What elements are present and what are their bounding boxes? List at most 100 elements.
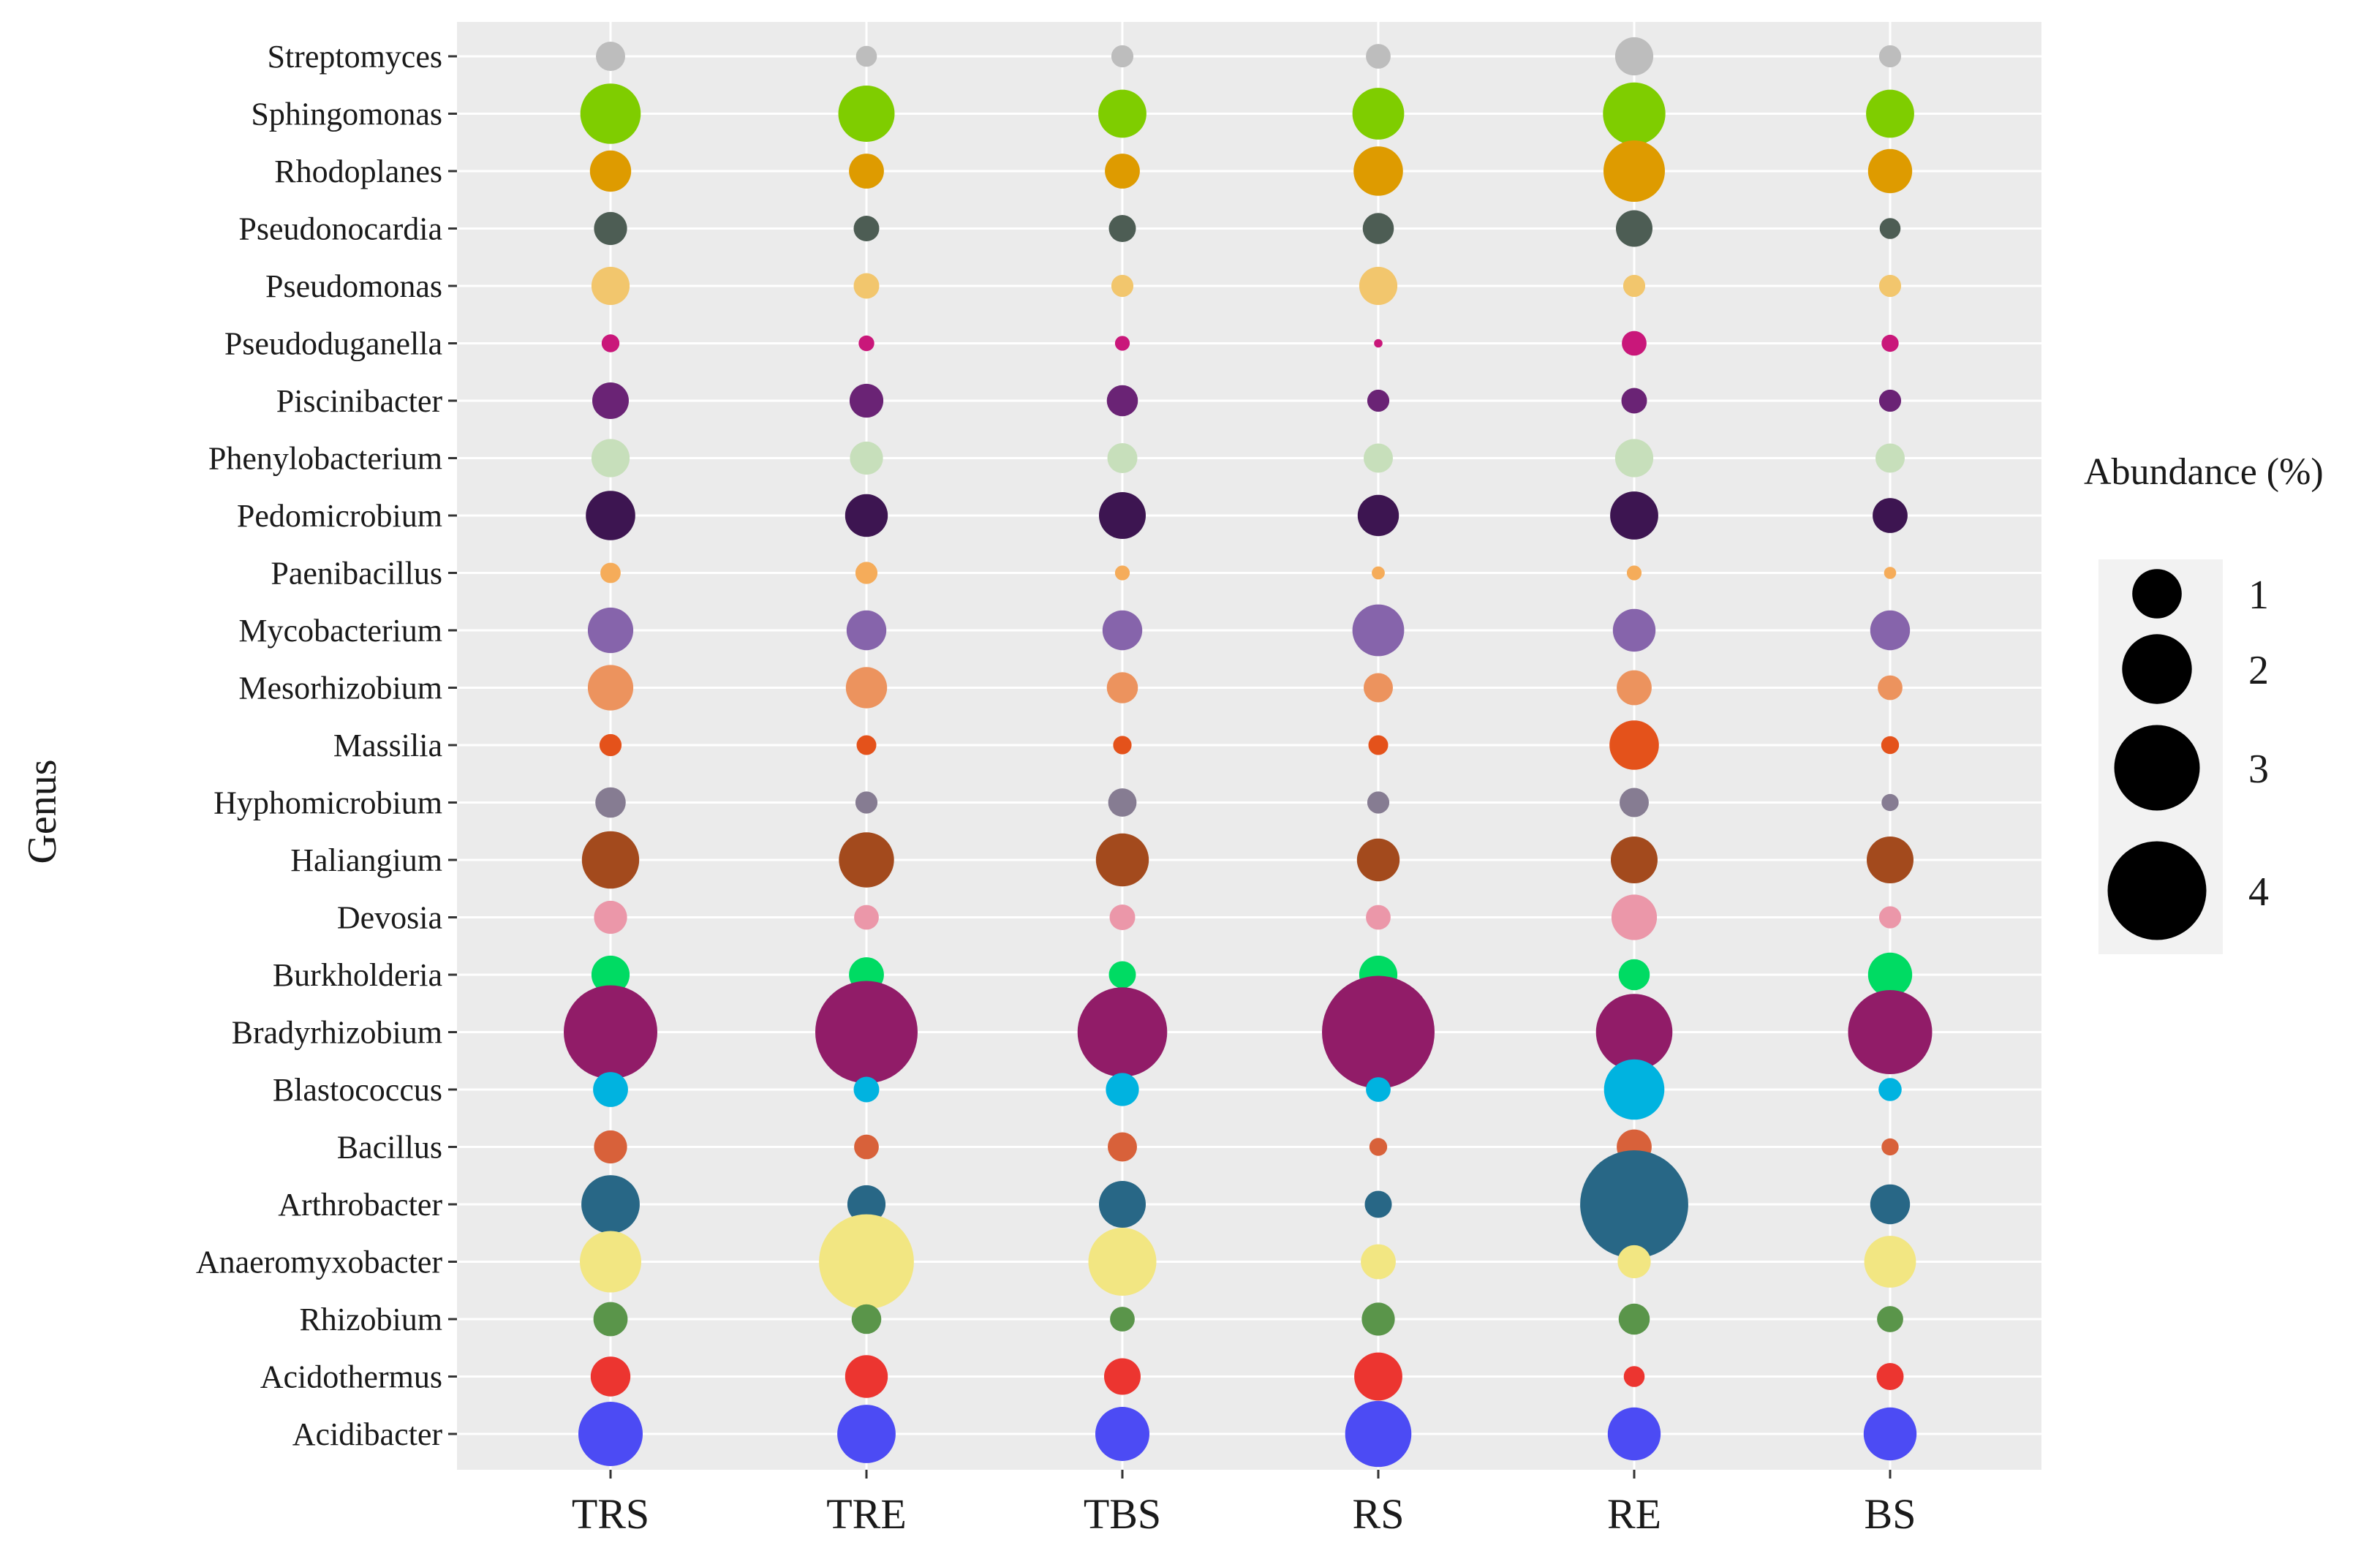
bubble-hyphomicrobium-rs [1367, 791, 1390, 814]
bubble-arthrobacter-bs [1870, 1184, 1911, 1225]
bubble-haliangium-re [1611, 837, 1658, 883]
bubble-devosia-tbs [1109, 905, 1136, 930]
bubble-phenylobacterium-tre [850, 441, 883, 475]
bubble-anaeromyxobacter-re [1617, 1245, 1651, 1279]
x-tick-label-tbs: TBS [1084, 1490, 1161, 1538]
bubble-mycobacterium-tre [846, 610, 887, 651]
x-tick-label-trs: TRS [572, 1490, 649, 1538]
bubble-acidothermus-tbs [1104, 1358, 1141, 1395]
y-tick-label-piscinibacter: Piscinibacter [276, 383, 443, 419]
bubble-pseudonocardia-re [1616, 210, 1652, 247]
bubble-rhodoplanes-re [1603, 140, 1665, 202]
legend-label-1: 1 [2248, 573, 2269, 618]
bubble-arthrobacter-tbs [1099, 1181, 1146, 1228]
bubble-bradyrhizobium-re [1595, 994, 1673, 1071]
bubble-arthrobacter-trs [581, 1175, 640, 1234]
bubble-streptomyces-re [1614, 37, 1654, 76]
y-tick-label-bacillus: Bacillus [337, 1130, 442, 1166]
y-tick-label-burkholderia: Burkholderia [273, 957, 442, 993]
bubble-pseudomonas-bs [1878, 274, 1902, 298]
bubble-blastococcus-re [1603, 1059, 1665, 1120]
bubble-pseudoduganella-bs [1881, 334, 1899, 352]
bubble-phenylobacterium-trs [591, 439, 630, 477]
bubble-acidibacter-tre [837, 1405, 896, 1463]
bubble-streptomyces-bs [1878, 45, 1902, 68]
bubble-sphingomonas-trs [580, 83, 641, 144]
y-tick-label-devosia: Devosia [337, 900, 442, 936]
bubble-rhodoplanes-bs [1867, 148, 1913, 194]
bubble-haliangium-tbs [1095, 833, 1149, 887]
bubble-hyphomicrobium-bs [1881, 793, 1899, 812]
bubble-bacillus-tre [854, 1134, 879, 1160]
y-axis-label: Genus [20, 759, 65, 864]
legend-key-3 [2114, 725, 2200, 811]
bubble-bradyrhizobium-tre [815, 981, 918, 1084]
y-tick-label-paenibacillus: Paenibacillus [271, 556, 442, 592]
bubble-devosia-trs [594, 900, 627, 935]
bubble-rhodoplanes-tre [849, 154, 884, 189]
bubble-pseudonocardia-trs [594, 211, 627, 246]
y-tick-label-pseudomonas: Pseudomonas [265, 268, 442, 304]
bubble-rhizobium-tre [851, 1304, 882, 1334]
bubble-rhizobium-rs [1361, 1302, 1395, 1336]
bubble-massilia-re [1609, 720, 1659, 770]
bubble-piscinibacter-trs [592, 382, 629, 419]
bubble-mycobacterium-rs [1352, 604, 1405, 657]
bubble-rhodoplanes-trs [589, 150, 632, 192]
y-tick-label-haliangium: Haliangium [290, 842, 442, 878]
y-tick-label-pseudoduganella: Pseudoduganella [224, 326, 442, 362]
y-tick-label-pseudonocardia: Pseudonocardia [238, 211, 442, 247]
bubble-piscinibacter-tre [849, 383, 884, 418]
bubble-sphingomonas-bs [1866, 89, 1914, 138]
y-tick-label-arthrobacter: Arthrobacter [278, 1187, 442, 1223]
bubble-acidibacter-tbs [1095, 1407, 1149, 1461]
bubble-rhodoplanes-tbs [1105, 154, 1140, 189]
bubble-acidothermus-bs [1876, 1363, 1904, 1390]
bubble-mycobacterium-re [1612, 608, 1656, 652]
x-tick-labels: TRS TRE TBS RS RE BS [572, 1470, 1916, 1538]
bubble-devosia-re [1611, 894, 1658, 940]
bubble-burkholderia-trs [591, 955, 630, 994]
y-tick-label-mesorhizobium: Mesorhizobium [238, 671, 442, 706]
legend-key-4 [2107, 841, 2207, 940]
bubble-bacillus-tbs [1108, 1132, 1137, 1162]
bubble-sphingomonas-tbs [1098, 89, 1146, 138]
bubble-massilia-bs [1881, 736, 1900, 755]
bubble-blastococcus-tbs [1106, 1073, 1139, 1106]
y-tick-label-anaeromyxobacter: Anaeromyxobacter [196, 1245, 443, 1280]
bubble-anaeromyxobacter-tbs [1088, 1228, 1157, 1296]
y-tick-label-pedomicrobium: Pedomicrobium [237, 498, 442, 534]
bubble-haliangium-trs [581, 831, 640, 889]
bubble-haliangium-bs [1867, 837, 1914, 883]
bubble-pseudomonas-tre [853, 273, 880, 299]
bubble-mesorhizobium-tre [845, 667, 888, 709]
bubble-blastococcus-bs [1878, 1078, 1902, 1101]
bubble-pedomicrobium-tre [845, 494, 888, 537]
bubble-pseudomonas-tbs [1111, 274, 1134, 298]
bubble-burkholderia-re [1618, 959, 1650, 991]
y-tick-label-rhodoplanes: Rhodoplanes [274, 154, 442, 189]
bubble-massilia-tre [856, 735, 877, 755]
bubble-mesorhizobium-rs [1364, 673, 1393, 703]
legend-label-3: 3 [2248, 747, 2269, 792]
bubble-pedomicrobium-re [1610, 491, 1658, 540]
bubble-rhodoplanes-rs [1353, 146, 1403, 196]
bubble-mesorhizobium-re [1617, 670, 1652, 706]
bubble-pseudonocardia-bs [1879, 218, 1901, 239]
bubble-anaeromyxobacter-rs [1361, 1244, 1396, 1280]
bubble-hyphomicrobium-tbs [1108, 788, 1137, 817]
y-tick-label-acidothermus: Acidothermus [260, 1359, 442, 1395]
bubble-bradyrhizobium-bs [1848, 990, 1933, 1074]
bubble-phenylobacterium-tbs [1107, 443, 1138, 473]
bubble-streptomyces-rs [1366, 44, 1391, 69]
bubble-pseudoduganella-tbs [1114, 336, 1130, 351]
legend-title: Abundance (%) [2084, 451, 2324, 493]
bubble-paenibacillus-tre [855, 562, 878, 584]
bubble-devosia-tre [854, 905, 879, 930]
bubble-pedomicrobium-trs [586, 491, 635, 540]
legend-key-1 [2132, 569, 2182, 619]
bubble-bradyrhizobium-tbs [1077, 987, 1168, 1077]
bubble-acidothermus-rs [1354, 1352, 1402, 1401]
bubble-hyphomicrobium-trs [595, 787, 626, 818]
bubble-devosia-bs [1878, 906, 1902, 929]
